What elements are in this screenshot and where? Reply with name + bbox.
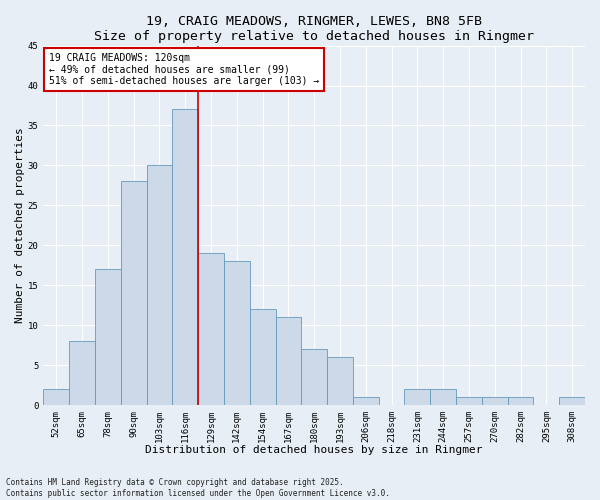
Bar — [250, 309, 275, 405]
Bar — [43, 389, 69, 405]
Text: Contains HM Land Registry data © Crown copyright and database right 2025.
Contai: Contains HM Land Registry data © Crown c… — [6, 478, 390, 498]
Bar — [69, 341, 95, 405]
Bar — [224, 262, 250, 405]
Bar — [353, 397, 379, 405]
Bar — [559, 397, 585, 405]
Bar — [430, 389, 456, 405]
X-axis label: Distribution of detached houses by size in Ringmer: Distribution of detached houses by size … — [145, 445, 483, 455]
Y-axis label: Number of detached properties: Number of detached properties — [15, 128, 25, 323]
Bar — [301, 349, 327, 405]
Bar — [327, 357, 353, 405]
Bar — [146, 166, 172, 405]
Bar — [172, 110, 198, 405]
Bar — [482, 397, 508, 405]
Bar — [95, 270, 121, 405]
Bar — [198, 254, 224, 405]
Bar — [121, 182, 146, 405]
Bar — [404, 389, 430, 405]
Bar — [456, 397, 482, 405]
Bar — [275, 317, 301, 405]
Text: 19 CRAIG MEADOWS: 120sqm
← 49% of detached houses are smaller (99)
51% of semi-d: 19 CRAIG MEADOWS: 120sqm ← 49% of detach… — [49, 52, 319, 86]
Title: 19, CRAIG MEADOWS, RINGMER, LEWES, BN8 5FB
Size of property relative to detached: 19, CRAIG MEADOWS, RINGMER, LEWES, BN8 5… — [94, 15, 534, 43]
Bar — [508, 397, 533, 405]
